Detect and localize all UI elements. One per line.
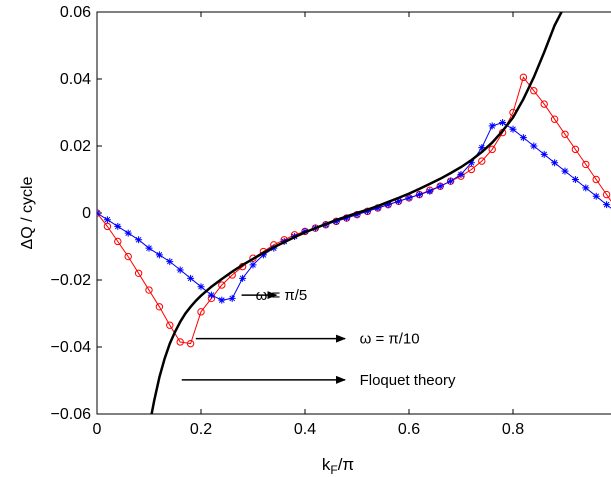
data-point [134,269,143,277]
data-point [97,209,101,217]
y-tick-label: −0.02 [51,272,92,289]
data-point [249,261,257,269]
data-point [124,252,132,261]
data-point [499,119,507,127]
data-point [176,338,184,346]
data-point [166,258,174,266]
data-point [145,286,153,294]
data-point [478,157,486,165]
data-point [384,201,392,209]
data-point [187,274,195,282]
x-tick-label: 0 [93,421,102,438]
data-point [186,339,195,348]
data-point [519,134,527,142]
data-point [571,176,579,183]
data-point [135,236,143,244]
x-tick-label: 0.6 [398,421,420,438]
data-point [571,145,580,154]
x-tick-label: 0.8 [502,421,524,438]
data-point [415,191,423,199]
data-point [550,115,559,123]
data-point [592,192,600,200]
data-point [166,321,174,329]
data-point [374,204,382,212]
y-tick-label: −0.04 [51,339,92,356]
data-point [197,308,205,316]
data-point [155,251,163,259]
data-point [602,190,611,199]
data-point [114,222,122,230]
data-point [540,150,548,158]
data-point [332,217,340,225]
data-point [218,296,226,304]
data-point [603,201,611,209]
annotation-label: ω = π/5 [256,287,308,304]
x-tick-label: 0.4 [294,421,316,438]
data-point [207,291,215,299]
data-point [540,100,548,108]
data-point [103,216,111,224]
data-point [426,187,434,195]
series-layer [97,12,611,414]
data-point [582,184,590,192]
data-point [519,73,528,82]
y-axis: −0.06 −0.04 −0.02 0 0.02 0.04 0.06 [51,4,102,423]
data-point [405,194,413,202]
data-point [582,160,590,169]
data-point [197,283,205,291]
data-point [457,170,465,178]
data-point [488,145,496,154]
data-point [228,294,236,302]
data-point [436,182,444,190]
data-point [530,87,538,95]
data-point [145,244,153,252]
data-point [259,251,267,259]
data-point [561,167,569,175]
y-tick-label: −0.06 [51,406,92,423]
data-point [530,142,538,150]
annotation-label: Floquet theory [360,372,456,389]
x-tick-label: 0.2 [190,421,212,438]
annotation-label: ω = π/10 [360,331,420,348]
data-point [176,266,184,274]
data-point [353,211,361,219]
data-point [114,237,122,246]
data-point [124,229,132,237]
series-floquet-line [150,12,563,414]
data-point [395,197,403,205]
data-point [155,303,164,311]
y-tick-label: 0 [82,205,91,222]
data-point [218,281,226,289]
data-point [447,177,455,185]
y-tick-label: 0.06 [60,4,91,21]
y-axis-label: ΔQ / cycle [19,176,36,249]
data-point [561,130,569,138]
x-axis-label: kF/π [322,455,354,477]
series-line [97,76,611,345]
data-point [551,159,559,167]
data-point [509,125,517,133]
annotations: ω = π/5 ω = π/10 Floquet theory [181,287,456,389]
data-point [592,175,600,184]
data-point [478,144,486,152]
data-point [467,159,475,167]
data-point [239,274,247,282]
y-tick-label: 0.02 [60,138,91,155]
data-point [488,122,496,130]
data-point [343,214,351,222]
x-axis: 00.20.40.60.81 [93,12,524,438]
data-point [363,207,371,215]
y-tick-label: 0.04 [60,71,91,88]
